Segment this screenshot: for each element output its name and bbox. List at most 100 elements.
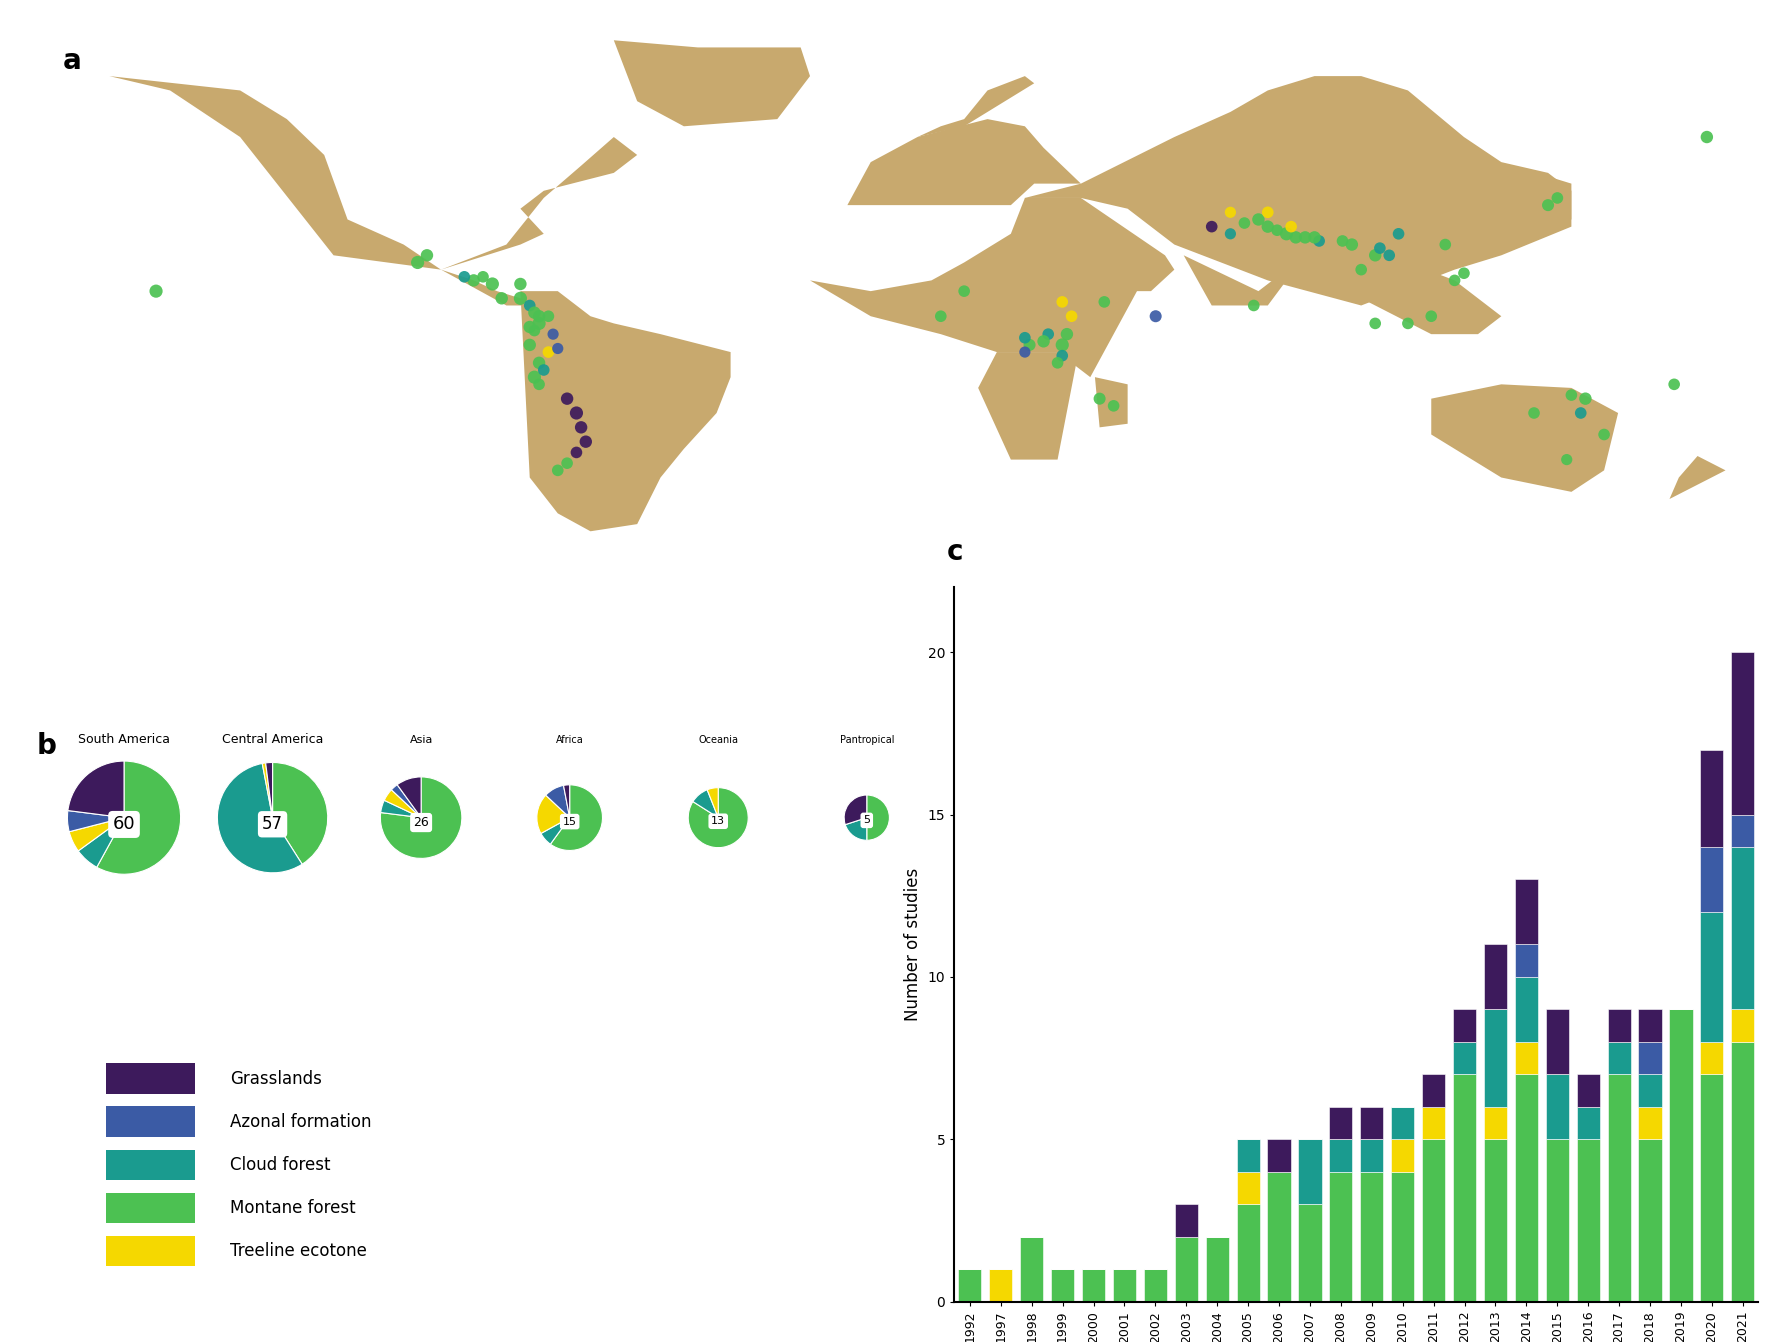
Text: Treeline ecotone: Treeline ecotone: [231, 1243, 368, 1260]
Wedge shape: [707, 788, 718, 817]
Bar: [1639, 1041, 1662, 1075]
Point: [572, 431, 600, 452]
Wedge shape: [844, 794, 867, 824]
Point: [1048, 334, 1076, 356]
Point: [529, 360, 558, 381]
Bar: [1082, 1270, 1105, 1302]
Polygon shape: [1096, 377, 1128, 427]
Bar: [1236, 1172, 1259, 1204]
Polygon shape: [614, 40, 810, 126]
Point: [1254, 216, 1282, 238]
Point: [478, 274, 506, 295]
Wedge shape: [67, 761, 124, 817]
Wedge shape: [845, 817, 867, 840]
Polygon shape: [1025, 76, 1572, 306]
Point: [460, 270, 488, 291]
Bar: [1639, 1139, 1662, 1302]
Bar: [1700, 750, 1723, 847]
Wedge shape: [867, 794, 890, 840]
Point: [927, 306, 955, 327]
Bar: [1328, 1139, 1353, 1172]
Point: [1543, 188, 1572, 209]
Point: [1375, 244, 1403, 266]
Text: 15: 15: [563, 816, 577, 827]
Text: 26: 26: [414, 816, 430, 829]
Point: [1197, 216, 1225, 238]
Y-axis label: Number of studies: Number of studies: [904, 868, 922, 1021]
Point: [1572, 388, 1600, 409]
Point: [567, 416, 595, 437]
Bar: [1051, 1270, 1074, 1302]
Bar: [1577, 1107, 1600, 1139]
Point: [1030, 330, 1058, 352]
Point: [1231, 212, 1259, 234]
Point: [469, 266, 497, 287]
Polygon shape: [1337, 234, 1501, 334]
Title: Pantropical: Pantropical: [840, 735, 893, 745]
Wedge shape: [380, 777, 462, 859]
Point: [526, 313, 554, 334]
Point: [1520, 403, 1549, 424]
Point: [1053, 323, 1082, 345]
Bar: [1545, 1139, 1568, 1302]
Bar: [1236, 1204, 1259, 1302]
Bar: [1114, 1270, 1137, 1302]
Point: [1272, 223, 1300, 244]
Point: [1661, 373, 1689, 395]
Bar: [989, 1270, 1012, 1302]
Bar: [1515, 945, 1538, 977]
Bar: [1732, 652, 1755, 815]
Bar: [1577, 1075, 1600, 1107]
Wedge shape: [542, 817, 570, 844]
Point: [563, 442, 591, 463]
Point: [1057, 306, 1085, 327]
Point: [487, 287, 515, 309]
Wedge shape: [563, 785, 570, 817]
Text: 60: 60: [112, 816, 135, 833]
Text: Montane forest: Montane forest: [231, 1198, 355, 1217]
Bar: [1700, 847, 1723, 913]
Point: [1590, 424, 1618, 446]
Polygon shape: [1501, 176, 1572, 227]
Bar: [1236, 1139, 1259, 1172]
Bar: [1298, 1139, 1321, 1204]
Point: [1291, 227, 1320, 248]
Polygon shape: [440, 270, 535, 306]
Bar: [1174, 1237, 1197, 1302]
Bar: [1453, 1009, 1476, 1041]
Point: [1693, 126, 1721, 148]
Text: Azonal formation: Azonal formation: [231, 1113, 371, 1131]
Point: [1449, 263, 1478, 285]
Wedge shape: [263, 762, 272, 817]
Bar: [1607, 1009, 1630, 1041]
Bar: [1545, 1075, 1568, 1139]
Bar: [1607, 1075, 1630, 1302]
Text: 13: 13: [710, 816, 725, 827]
Bar: [1298, 1204, 1321, 1302]
Bar: [1639, 1075, 1662, 1107]
Point: [1263, 220, 1291, 242]
Point: [449, 266, 478, 287]
Point: [520, 302, 549, 323]
Point: [1043, 352, 1071, 373]
Bar: [1700, 1041, 1723, 1075]
Point: [1431, 234, 1460, 255]
Wedge shape: [384, 789, 421, 817]
Wedge shape: [689, 788, 748, 848]
Point: [526, 306, 554, 327]
Bar: [1268, 1139, 1291, 1172]
Point: [506, 287, 535, 309]
Point: [526, 373, 554, 395]
Wedge shape: [398, 777, 421, 817]
Bar: [1545, 1009, 1568, 1075]
Wedge shape: [217, 764, 302, 872]
Point: [1417, 306, 1446, 327]
Polygon shape: [918, 76, 1034, 137]
Title: Oceania: Oceania: [698, 735, 739, 745]
Wedge shape: [536, 796, 570, 833]
Wedge shape: [266, 762, 272, 817]
Bar: [1577, 1139, 1600, 1302]
Point: [1534, 195, 1563, 216]
Bar: [1453, 1041, 1476, 1075]
Point: [1048, 291, 1076, 313]
